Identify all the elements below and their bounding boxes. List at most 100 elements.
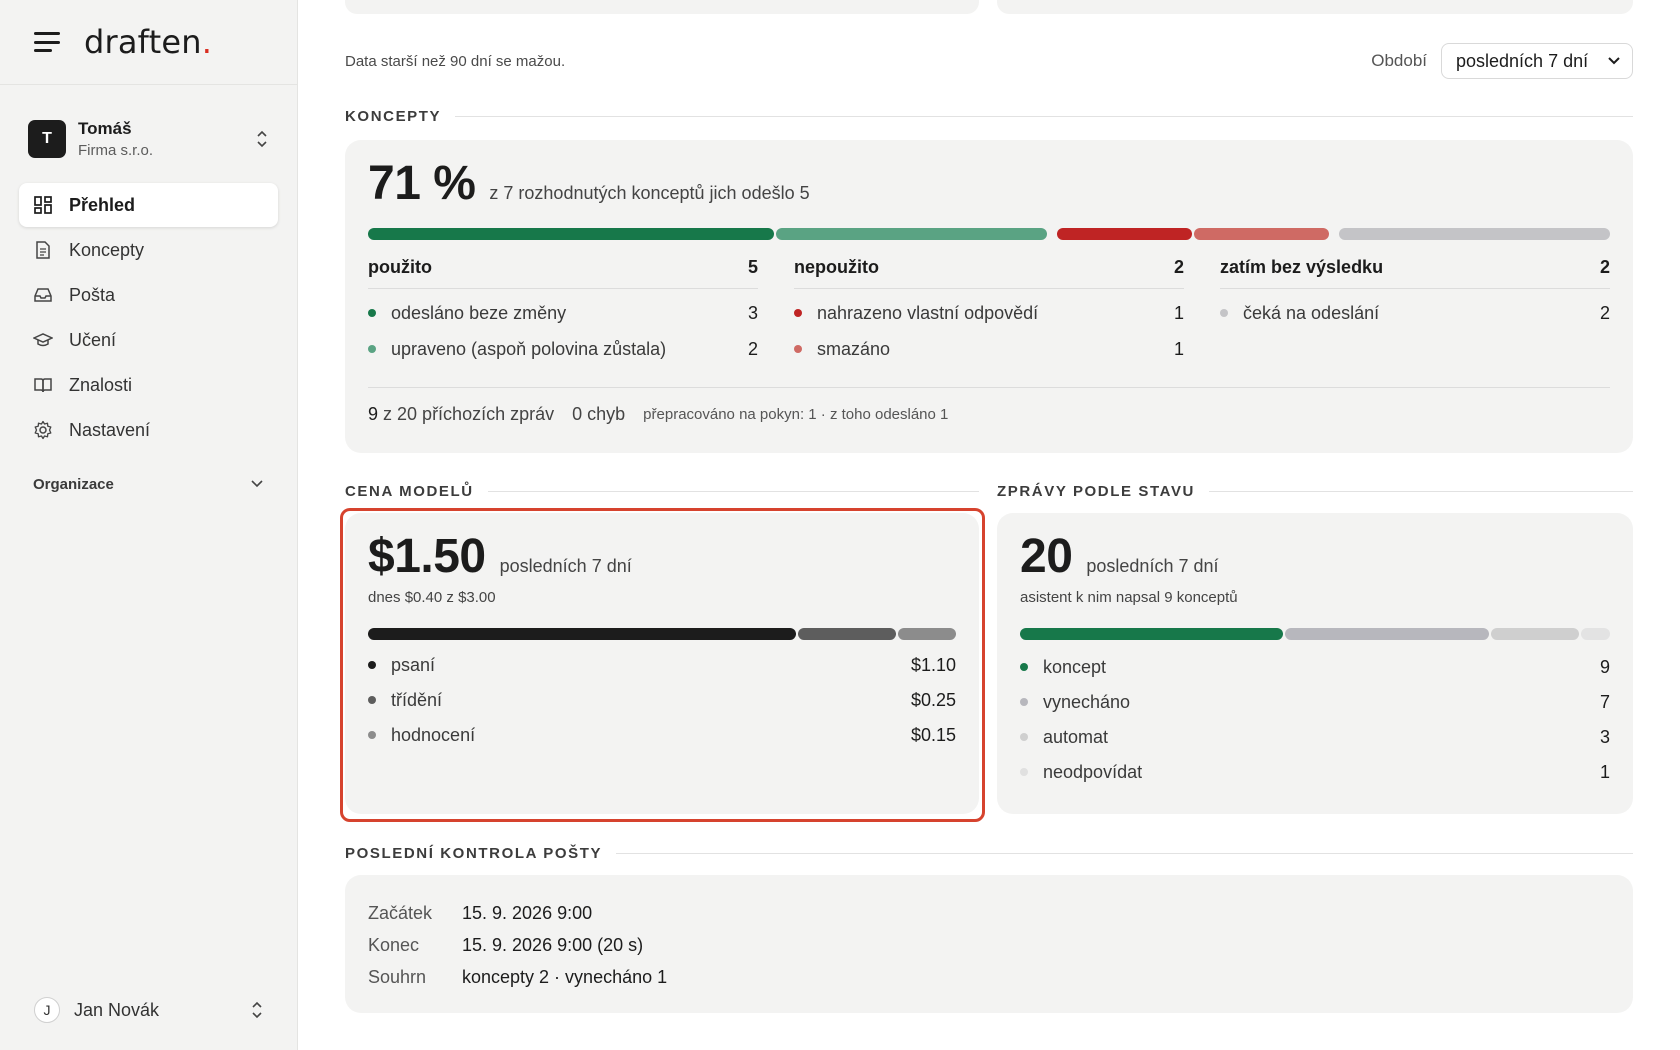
logo[interactable]: draften. [84, 23, 225, 61]
nav-label: Přehled [69, 194, 136, 215]
divider [487, 491, 979, 492]
bar-segment [1580, 628, 1610, 640]
status-dot [368, 661, 376, 669]
logo-dot: . [201, 23, 213, 61]
nav-item-posta[interactable]: Pošta [19, 273, 278, 317]
item-value: $0.15 [910, 724, 956, 745]
card-above-left [345, 0, 979, 14]
item-value: 1 [1173, 302, 1184, 323]
koncepty-card: 71 % z 7 rozhodnutých konceptů jich odeš… [345, 140, 1633, 453]
cost-hero: $1.50 posledních 7 dní [368, 529, 632, 584]
last-check-card: Začátek 15. 9. 2026 9:00 Konec 15. 9. 2026… [345, 875, 1633, 1013]
item-label: nahrazeno vlastní odpovědí [817, 302, 1039, 323]
nav-label: Nastavení [69, 419, 151, 440]
reworked-note: přepracováno na pokyn: 1 · z toho odeslá… [643, 406, 949, 423]
organization-section-toggle[interactable]: Organizace [0, 472, 297, 496]
item-value: $0.25 [910, 689, 956, 710]
column-pouzito: použito 5 odesláno beze změny 3 upraveno (… [368, 257, 758, 361]
detail-key: Konec [368, 934, 420, 955]
toolbar-row: Data starší než 90 dní se mažou. Období … [345, 43, 1633, 79]
koncepty-stacked-bar [368, 228, 1610, 240]
section-title-text: POSLEDNÍ KONTROLA POŠTY [345, 845, 603, 862]
item-label: koncept [1043, 656, 1107, 677]
user-avatar: J [34, 997, 60, 1023]
column-nepouzito: nepoužito 2 nahrazeno vlastní odpovědí 1 s… [794, 257, 1184, 361]
bar-segment [1056, 228, 1192, 240]
cost-period: posledních 7 dní [499, 556, 632, 576]
detail-value: 15. 9. 2026 9:00 [462, 902, 593, 923]
section-title-posledni-kontrola: POSLEDNÍ KONTROLA POŠTY [345, 845, 1633, 862]
section-title-text: ZPRÁVY PODLE STAVU [997, 483, 1195, 500]
status-dot [794, 309, 802, 317]
error-count: 0 chyb [572, 404, 626, 424]
dashboard-icon [33, 195, 53, 215]
item-value: 2 [1599, 302, 1610, 323]
detail-value: 15. 9. 2026 9:00 (20 s) [462, 934, 644, 955]
status-dot [794, 345, 802, 353]
koncepty-footer: 9 z 20 příchozích zpráv 0 chyb přepracov… [368, 387, 1610, 425]
status-period: posledních 7 dní [1086, 556, 1219, 576]
list-item: upraveno (aspoň polovina zůstala) 2 [368, 337, 758, 361]
divider [455, 116, 1633, 117]
status-dot [1020, 768, 1028, 776]
status-dot [1020, 663, 1028, 671]
column-header: použito 5 [368, 257, 758, 289]
status-dot [368, 696, 376, 704]
cost-card: $1.50 posledních 7 dní dnes $0.40 z $3.0… [345, 513, 979, 814]
cost-total: $1.50 [368, 530, 486, 583]
divider [1209, 491, 1633, 492]
period-select[interactable]: posledních 7 dní [1441, 43, 1633, 79]
user-menu[interactable]: J Jan Novák [0, 990, 298, 1030]
column-title: nepoužito [794, 257, 879, 277]
last-check-details: Začátek 15. 9. 2026 9:00 Konec 15. 9. 2026… [368, 897, 667, 993]
item-label: psaní [391, 654, 436, 675]
main-content: Data starší než 90 dní se mažou. Období … [298, 0, 1680, 1050]
status-dot [1020, 698, 1028, 706]
brand-bar: draften. [0, 0, 297, 85]
item-value: 3 [747, 302, 758, 323]
user-name: Jan Novák [74, 999, 160, 1020]
main-nav: Přehled Koncepty Pošta Učení Znalosti [0, 183, 297, 452]
bar-segment [776, 228, 1047, 240]
detail-row: Začátek 15. 9. 2026 9:00 [368, 897, 667, 929]
item-value: 3 [1599, 726, 1610, 747]
section-title-text: CENA MODELŮ [345, 483, 474, 500]
bar-segment [1193, 228, 1330, 240]
list-item: smazáno 1 [794, 337, 1184, 361]
list-item: neodpovídat 1 [1020, 760, 1610, 784]
cost-stacked-bar [368, 628, 956, 640]
account-switcher[interactable]: T Tomáš Firma s.r.o. [0, 117, 297, 161]
nav-label: Znalosti [69, 374, 133, 395]
nav-item-uceni[interactable]: Učení [19, 318, 278, 362]
column-total: 2 [1599, 257, 1610, 277]
account-avatar: T [28, 120, 66, 158]
logo-text: draften [84, 23, 202, 61]
chevron-down-icon [1608, 54, 1620, 68]
item-value: 1 [1599, 761, 1610, 782]
chevron-up-down-icon [250, 1000, 264, 1020]
chevron-down-icon [251, 477, 263, 491]
list-item: vynecháno 7 [1020, 690, 1610, 714]
nav-item-nastaveni[interactable]: Nastavení [19, 408, 278, 452]
item-label: neodpovídat [1043, 761, 1143, 782]
item-value: 9 [1599, 656, 1610, 677]
list-item: hodnocení $0.15 [368, 723, 956, 747]
item-value: 2 [747, 338, 758, 359]
menu-icon[interactable] [34, 32, 60, 52]
item-label: smazáno [817, 338, 891, 359]
period-filter: Období posledních 7 dní [1371, 43, 1633, 79]
nav-item-prehled[interactable]: Přehled [19, 183, 278, 227]
column-header: zatím bez výsledku 2 [1220, 257, 1610, 289]
bar-segment [1020, 628, 1283, 640]
inbox-icon [33, 285, 53, 305]
nav-item-znalosti[interactable]: Znalosti [19, 363, 278, 407]
cost-breakdown: psaní $1.10 třídění $0.25 hodnocení $0.15 [368, 653, 956, 758]
nav-item-koncepty[interactable]: Koncepty [19, 228, 278, 272]
bar-segment [1284, 628, 1490, 640]
status-dot [368, 731, 376, 739]
organization-label: Organizace [33, 475, 114, 493]
status-card: 20 posledních 7 dní asistent k nim napsa… [997, 513, 1633, 814]
bar-segment [368, 228, 774, 240]
list-item: koncept 9 [1020, 655, 1610, 679]
item-value: 7 [1599, 691, 1610, 712]
